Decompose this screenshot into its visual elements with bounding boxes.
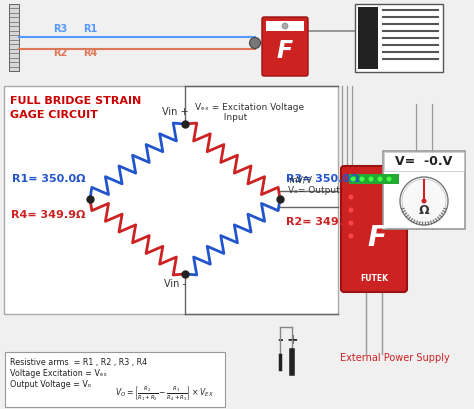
- Bar: [358, 8, 378, 70]
- Text: Vin -: Vin -: [164, 278, 186, 288]
- Text: V=  -0.V: V= -0.V: [395, 155, 453, 168]
- Bar: [266, 22, 304, 32]
- Text: Vₑₓ = Excitation Voltage
          Input: Vₑₓ = Excitation Voltage Input: [195, 103, 304, 122]
- Text: R4: R4: [83, 48, 97, 58]
- Bar: [9, 5, 19, 72]
- Circle shape: [359, 177, 365, 182]
- Text: FUTEK: FUTEK: [360, 273, 388, 282]
- Text: R2= 349.9Ω: R2= 349.9Ω: [286, 216, 360, 227]
- Text: Voltage Excitation = Vₑₓ: Voltage Excitation = Vₑₓ: [10, 368, 107, 377]
- Text: R4= 349.9Ω: R4= 349.9Ω: [10, 209, 85, 220]
- FancyBboxPatch shape: [341, 166, 407, 292]
- Text: R2: R2: [53, 48, 67, 58]
- Circle shape: [348, 208, 354, 213]
- Circle shape: [377, 177, 383, 182]
- Text: mV/V
Vₒ= Output: mV/V Vₒ= Output: [288, 175, 340, 195]
- Text: FULL BRIDGE STRAIN
GAGE CIRCUIT: FULL BRIDGE STRAIN GAGE CIRCUIT: [10, 96, 141, 120]
- Bar: [4, 87, 338, 314]
- Text: +: +: [286, 332, 298, 346]
- Text: -: -: [277, 332, 283, 346]
- Circle shape: [368, 177, 374, 182]
- Circle shape: [348, 221, 354, 226]
- Bar: [355, 5, 443, 73]
- Circle shape: [249, 38, 261, 49]
- Bar: [5, 352, 225, 407]
- Bar: [349, 175, 399, 184]
- Text: F: F: [367, 223, 386, 252]
- Circle shape: [348, 234, 354, 239]
- Text: External Power Supply: External Power Supply: [340, 352, 450, 362]
- Text: R1= 350.0Ω: R1= 350.0Ω: [11, 173, 85, 184]
- Text: Resistive arms  = R1 , R2 , R3 , R4: Resistive arms = R1 , R2 , R3 , R4: [10, 357, 147, 366]
- Bar: [383, 152, 465, 229]
- Text: Vin +: Vin +: [162, 107, 188, 117]
- Text: R3: R3: [53, 24, 67, 34]
- Text: Ω: Ω: [419, 204, 429, 217]
- Circle shape: [400, 178, 448, 225]
- Circle shape: [282, 24, 288, 30]
- Text: R1: R1: [83, 24, 97, 34]
- Bar: [384, 153, 464, 172]
- Text: $V_O = \left[\frac{R_2}{R_1+R_2} - \frac{R_3}{R_4+R_3}\right] \times V_{EX}$: $V_O = \left[\frac{R_2}{R_1+R_2} - \frac…: [115, 384, 214, 402]
- FancyBboxPatch shape: [262, 18, 308, 77]
- Circle shape: [348, 195, 354, 200]
- Circle shape: [421, 199, 427, 204]
- Circle shape: [386, 177, 392, 182]
- Text: Output Voltage = Vₒ: Output Voltage = Vₒ: [10, 379, 91, 388]
- Circle shape: [402, 180, 446, 223]
- Circle shape: [350, 177, 356, 182]
- Text: F: F: [277, 39, 293, 63]
- Text: R3= 350.0Ω: R3= 350.0Ω: [286, 173, 359, 184]
